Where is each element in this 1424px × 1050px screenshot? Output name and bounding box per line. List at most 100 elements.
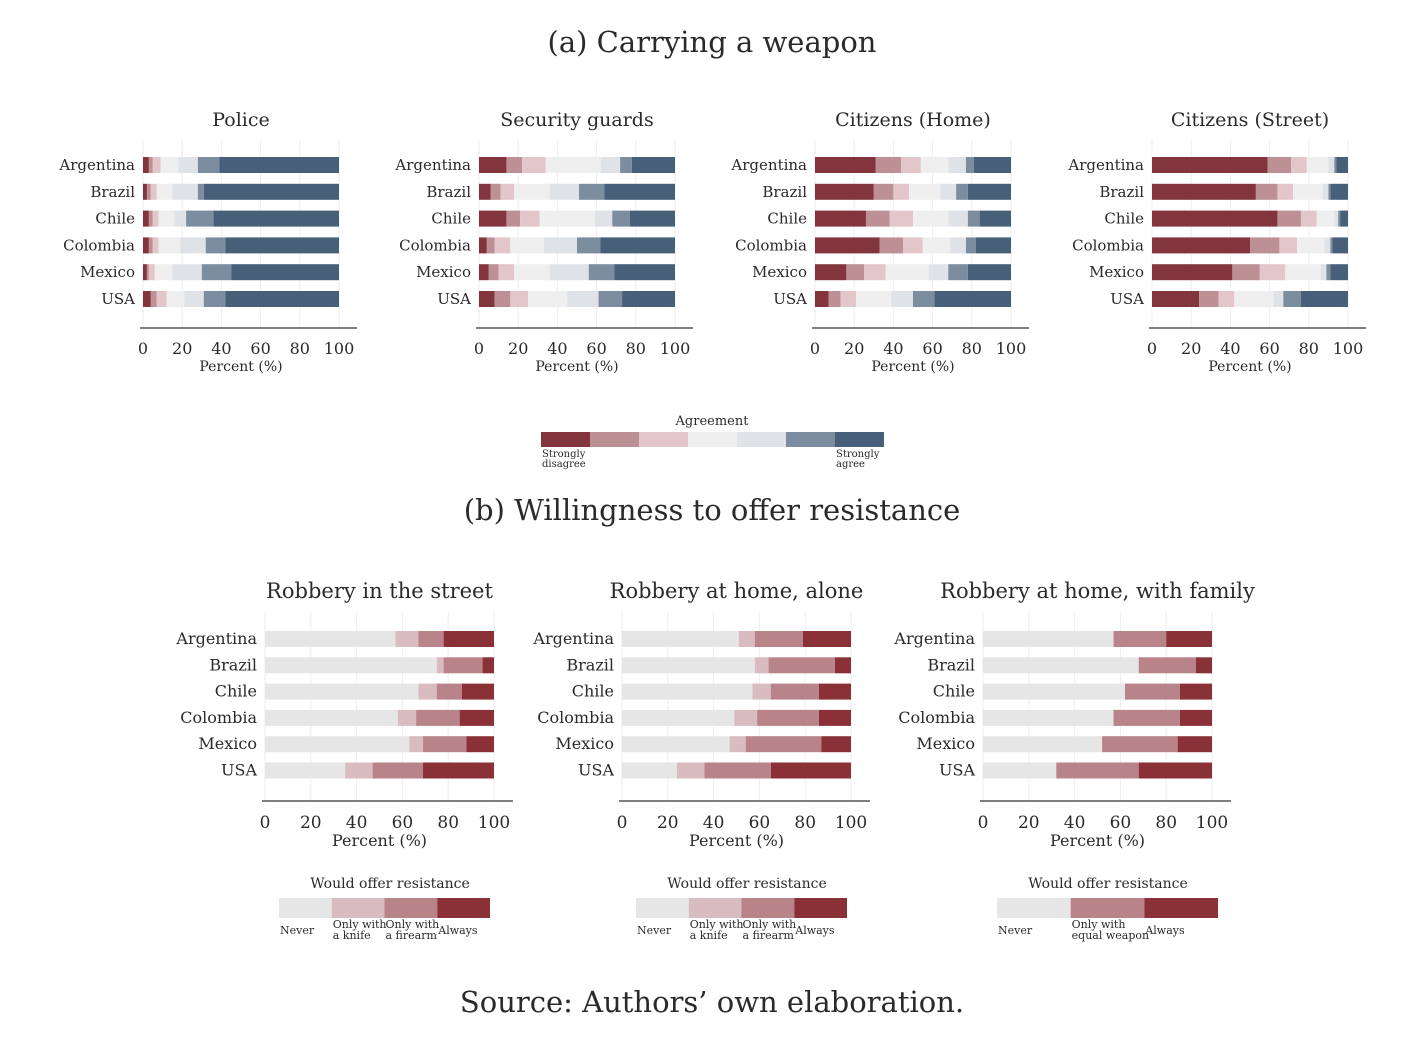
country-label: USA <box>437 290 471 308</box>
bar-segment <box>148 210 153 227</box>
country-label: Mexico <box>416 263 471 281</box>
bar-segment <box>600 237 675 254</box>
bar-segment <box>459 709 494 726</box>
x-tick-label: 40 <box>547 339 567 358</box>
legend-swatch <box>279 898 332 918</box>
bar-segment <box>818 683 851 700</box>
bar-segment <box>1330 183 1348 200</box>
bar-segment <box>622 736 730 753</box>
bar-segment <box>891 291 913 307</box>
bar-segment <box>201 264 232 281</box>
legend-label: agree <box>836 459 865 470</box>
country-label: Mexico <box>916 734 975 753</box>
chart-title: Police <box>212 109 270 131</box>
x-tick-label: 100 <box>1333 339 1364 358</box>
bar-segment <box>965 237 976 254</box>
bar-segment <box>1336 157 1348 173</box>
legend-swatch <box>741 898 795 918</box>
bar-segment <box>973 157 1011 173</box>
bar-segment <box>920 157 949 173</box>
country-label: Chile <box>431 210 471 228</box>
country-label: Mexico <box>198 734 257 753</box>
bar-segment <box>225 237 339 254</box>
bar-segment <box>903 237 923 254</box>
bar-segment <box>1218 291 1235 307</box>
bar-segment <box>397 709 417 726</box>
bar-segment <box>1195 657 1212 674</box>
bar-segment <box>486 237 495 254</box>
bar-segment <box>983 631 1114 647</box>
chart-panel-4: Robbery in the street Argentina Brazil Chil… <box>175 579 513 942</box>
bar-segment <box>265 762 346 779</box>
bar-segment <box>979 210 1011 227</box>
legend-label: a firearm <box>743 929 795 942</box>
bar-segment <box>148 237 153 254</box>
bar-segment <box>1152 237 1250 254</box>
legend-label: Only with <box>743 918 797 931</box>
bar-segment <box>612 210 630 227</box>
x-tick-label: 80 <box>794 813 816 833</box>
bar-segment <box>622 291 675 307</box>
bar-segment <box>143 183 147 200</box>
legend-swatch <box>639 432 688 447</box>
bar-segment <box>180 237 206 254</box>
x-axis-label: Percent (%) <box>535 359 618 375</box>
country-label: Argentina <box>730 156 807 174</box>
bar-segment <box>913 210 949 227</box>
bar-segment <box>1326 264 1331 281</box>
country-label: Chile <box>767 210 807 228</box>
bar-segment <box>231 264 339 281</box>
chart-panel-6: Robbery at home, with family Argentina Bra… <box>893 579 1255 942</box>
country-label: Colombia <box>537 708 614 727</box>
bar-segment <box>146 264 149 281</box>
bar-segment <box>1320 264 1327 281</box>
bar-segment <box>620 157 632 173</box>
x-tick-label: 20 <box>657 813 679 833</box>
bar-segment <box>265 736 410 753</box>
legend-label: Only with <box>386 918 440 931</box>
bar-segment <box>265 683 419 700</box>
bar-segment <box>219 157 339 173</box>
country-label: Chile <box>933 682 975 701</box>
legend-title: Would offer resistance <box>1028 876 1188 892</box>
chart-title: Robbery at home, with family <box>940 579 1255 603</box>
bar-segment <box>856 291 892 307</box>
bar-segment <box>578 183 605 200</box>
bar-segment <box>1330 237 1333 254</box>
x-tick-label: 100 <box>835 813 867 833</box>
bar-segment <box>488 264 499 281</box>
bar-segment <box>146 183 151 200</box>
bar-segment <box>846 264 864 281</box>
bar-segment <box>754 657 769 674</box>
country-label: Chile <box>1104 210 1144 228</box>
bar-segment <box>594 210 613 227</box>
bar-segment <box>1138 657 1196 674</box>
bar-segment <box>150 183 157 200</box>
x-tick-label: 100 <box>1196 813 1228 833</box>
country-label: USA <box>578 761 614 780</box>
bar-segment <box>1232 264 1260 281</box>
bar-segment <box>815 210 866 227</box>
bar-segment <box>967 264 1011 281</box>
country-label: USA <box>221 761 257 780</box>
legend-label: Never <box>280 924 315 937</box>
x-tick-label: 40 <box>883 339 903 358</box>
bar-segment <box>510 237 544 254</box>
x-tick-label: 20 <box>1181 339 1201 358</box>
legend-swatch <box>590 432 639 447</box>
x-tick-label: 40 <box>346 813 368 833</box>
bar-segment <box>510 291 528 307</box>
bar-segment <box>225 291 339 307</box>
bar-segment <box>1177 736 1212 753</box>
bar-segment <box>967 210 980 227</box>
bar-segment <box>1056 762 1139 779</box>
bar-segment <box>834 657 851 674</box>
bar-segment <box>1124 683 1180 700</box>
source-note: Source: Authors’ own elaboration. <box>460 985 964 1019</box>
bar-segment <box>166 291 185 307</box>
x-axis-label: Percent (%) <box>871 359 954 375</box>
bar-segment <box>1306 157 1329 173</box>
x-tick-label: 20 <box>508 339 528 358</box>
country-label: Brazil <box>1099 183 1144 201</box>
